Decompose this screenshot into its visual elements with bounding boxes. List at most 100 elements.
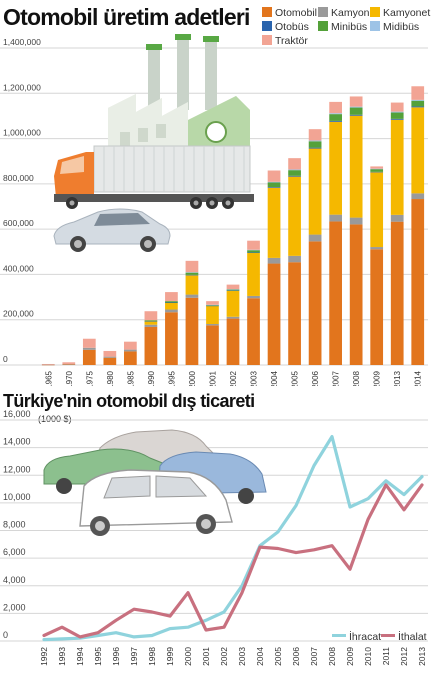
x-tick-label: 1985	[126, 370, 135, 386]
series-line-i̇hracat	[42, 435, 424, 642]
bar-segment-traktör	[226, 284, 240, 290]
bar-segment-traktör	[103, 350, 117, 357]
bar-segment-kamyonet	[206, 305, 219, 325]
bar-segment-otomobil	[329, 221, 342, 365]
bar-segment-traktör	[308, 129, 322, 141]
bar-segment-minibüs	[349, 107, 363, 115]
trade-chart-title: Türkiye'nin otomobil dış ticareti	[3, 391, 255, 411]
y-tick-label: 6,000	[3, 547, 26, 557]
bar-segment-kamyonet	[226, 290, 240, 317]
x-tick-label: 1994	[75, 647, 85, 666]
legend-label-kamyonet: Kamyonet	[383, 7, 431, 19]
series-line-i̇thalat	[42, 483, 424, 639]
bar-segment-kamyon	[247, 295, 260, 299]
x-tick-label: 2010	[363, 647, 373, 666]
x-tick-label: 2002	[229, 370, 238, 386]
bar-segment-otomobil	[288, 262, 301, 365]
bar-segment-traktör	[349, 96, 363, 107]
bar-segment-traktör	[185, 260, 199, 273]
x-tick-label: 2000	[188, 370, 197, 386]
legend-swatch-midibus	[370, 21, 380, 31]
x-tick-label: 2002	[219, 647, 229, 666]
y-tick-label: 1,400,000	[3, 37, 41, 47]
bar-segment-otobüs	[226, 290, 240, 291]
bar-segment-kamyonet	[247, 252, 260, 296]
legend-item-midibus: Midibüs	[370, 21, 419, 33]
x-tick-label: 2006	[311, 370, 320, 386]
legend-item-ithalat: İthalat	[381, 631, 427, 643]
legend-item-minibus: Minibüs	[318, 21, 367, 33]
bar-segment-minibüs	[329, 114, 342, 121]
bar-segment-otobüs	[288, 175, 301, 177]
x-tick-label: 2001	[208, 370, 217, 386]
bar-segment-kamyon	[206, 324, 219, 326]
y-tick-label: 1,000,000	[3, 128, 41, 138]
x-tick-label: 1995	[93, 647, 103, 666]
bar-segment-kamyon	[329, 214, 342, 222]
y-tick-label: 200,000	[3, 309, 34, 319]
legend-swatch-ihracat	[332, 634, 346, 637]
x-tick-label: 1999	[165, 647, 175, 666]
bar-segment-kamyon	[103, 356, 117, 358]
bar-segment-otobüs	[390, 118, 404, 120]
bar-segment-minibüs	[165, 301, 178, 303]
bar-segment-otomobil	[226, 318, 240, 365]
bar-segment-kamyon	[349, 217, 363, 225]
bar-segment-midibüs	[349, 106, 363, 108]
x-tick-label: 2011	[381, 647, 391, 666]
bar-segment-kamyonet	[288, 176, 301, 256]
trade-unit-label: (1000 $)	[38, 414, 72, 424]
y-tick-label: 12,000	[3, 464, 31, 474]
bar-segment-minibüs	[308, 141, 322, 148]
y-tick-label: 4,000	[3, 575, 26, 585]
y-tick-label: 16,000	[3, 409, 31, 419]
x-tick-label: 2006	[291, 647, 301, 666]
bar-segment-kamyon	[82, 347, 96, 350]
bar-segment-minibüs	[288, 170, 301, 176]
x-tick-label: 2000	[183, 647, 193, 666]
bar-segment-minibüs	[144, 320, 158, 322]
x-tick-label: 2003	[237, 647, 247, 666]
bar-segment-traktör	[329, 101, 342, 114]
x-tick-label: 1970	[65, 370, 74, 386]
x-tick-label: 1997	[129, 647, 139, 666]
vehicle-illustrations	[53, 34, 254, 252]
bar-segment-otobüs	[144, 321, 158, 322]
x-tick-label: 1992	[39, 647, 49, 666]
x-tick-label: 2004	[255, 647, 265, 666]
x-tick-label: 2013	[417, 647, 427, 666]
bar-segment-otomobil	[370, 249, 384, 365]
x-tick-label: 2008	[352, 370, 361, 386]
bar-segment-kamyonet	[185, 275, 199, 295]
bar-segment-kamyonet	[308, 148, 322, 235]
bar-segment-kamyon	[288, 255, 301, 263]
bar-segment-kamyon	[165, 309, 178, 313]
bar-segment-midibüs	[308, 140, 322, 142]
x-tick-label: 1995	[167, 370, 176, 386]
bar-segment-otomobil	[267, 263, 281, 365]
bar-segment-otomobil	[144, 326, 158, 365]
production-bar-chart: 0 200,000 400,000 600,000 800,000 1,000,000 1,…	[0, 34, 428, 386]
bar-segment-traktör	[370, 166, 384, 169]
production-x-axis: 1965 1970 1975 1980 1985 1990 1995 2000 2001 2002…	[44, 370, 422, 386]
bar-segment-otobüs	[165, 302, 178, 304]
bar-segment-otobüs	[267, 187, 281, 188]
trade-lines	[42, 435, 424, 642]
legend-label-ihracat: İhracat	[349, 631, 382, 643]
trade-y-axis: 0 2,000 4,000 6,000 8,000 10,000 12,000 14,000 1…	[3, 409, 31, 640]
y-tick-label: 800,000	[3, 173, 34, 183]
bar-segment-midibüs	[329, 113, 342, 115]
x-tick-label: 1993	[57, 647, 67, 666]
legend-label-otomobil: Otomobil	[275, 7, 318, 19]
x-tick-label: 1996	[111, 647, 121, 666]
bar-segment-kamyonet	[349, 115, 363, 218]
bar-segment-traktör	[62, 362, 76, 365]
legend-label-kamyon: Kamyon	[331, 7, 370, 19]
bar-segment-kamyonet	[144, 321, 158, 325]
legend-item-ihracat: İhracat	[332, 631, 381, 643]
bar-segment-kamyon	[411, 193, 425, 200]
bar-segment-kamyonet	[165, 302, 178, 310]
legend-swatch-ithalat	[381, 634, 395, 637]
bar-segment-otomobil	[349, 224, 363, 365]
